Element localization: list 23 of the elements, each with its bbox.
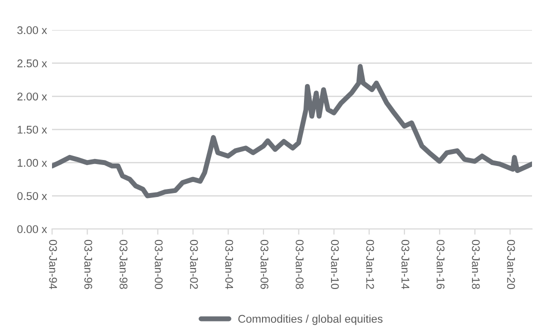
y-tick-label: 0.50 x [17,192,48,200]
x-tick-label: 03-Jan-00 [154,240,163,290]
y-tick-label: 0.00 x [17,225,48,234]
y-tick-label: 3.00 x [17,26,48,34]
x-tick-label: 03-Jan-16 [436,240,445,289]
x-tick-label: 03-Jan-12 [366,240,374,289]
x-tick-label: 03-Jan-98 [120,240,128,289]
x-tick-label: 03-Jan-04 [225,240,234,290]
x-tick-label: 03-Jan-96 [84,240,92,289]
y-tick-label: 2.50 x [17,59,48,68]
x-tick-label: 03-Jan-94 [49,240,57,290]
y-tick-label: 2.00 x [17,92,48,100]
x-tick-label: 03-Jan-10 [330,240,339,290]
x-tick-label: 03-Jan-20 [507,240,515,290]
x-tick-label: 03-Jan-06 [260,240,268,289]
x-tick-label: 03-Jan-14 [401,240,410,290]
line-series [52,64,532,198]
legend-label: Commodities / global equities [238,314,383,325]
y-tick-label: 1.50 x [18,126,48,134]
y-tick-label: 1.00 x [18,158,48,167]
x-tick-label: 03-Jan-08 [296,240,304,289]
x-tick-label: 03-Jan-18 [472,240,480,289]
x-tick-label: 03-Jan-02 [190,240,198,289]
